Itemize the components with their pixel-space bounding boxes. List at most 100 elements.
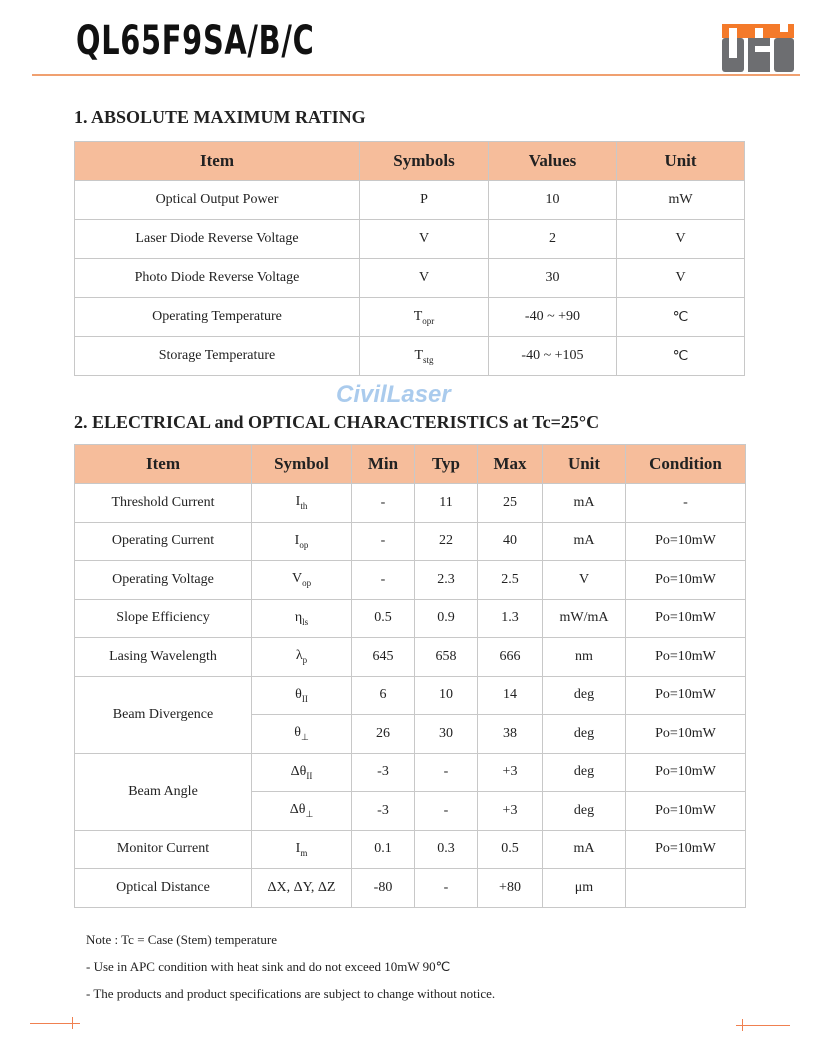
unit-cell: deg bbox=[542, 752, 626, 792]
item-cell: Slope Efficiency bbox=[74, 598, 252, 638]
typ-cell: 0.3 bbox=[414, 829, 478, 869]
watermark: CivilLaser bbox=[336, 381, 451, 408]
cond-cell bbox=[625, 868, 746, 908]
symbol-subscript: opr bbox=[422, 315, 435, 326]
electro-optical-table: Item Symbol Min Typ Max Unit Condition Threshol… bbox=[74, 444, 746, 908]
max-cell: +3 bbox=[477, 791, 543, 831]
symbol-cell: Topr bbox=[359, 297, 489, 337]
min-cell: - bbox=[351, 521, 415, 561]
item-cell: Operating Current bbox=[74, 521, 252, 561]
column-header: Item bbox=[74, 444, 252, 484]
column-header: Values bbox=[488, 141, 617, 181]
table-row: Slope Efficiency ηls 0.5 0.9 1.3 mW/mA Po=10mW bbox=[74, 598, 746, 638]
cond-cell: Po=10mW bbox=[625, 560, 746, 600]
value-cell: 2 bbox=[488, 219, 617, 259]
unit-cell: mA bbox=[542, 521, 626, 561]
min-cell: - bbox=[351, 560, 415, 600]
unit-cell: deg bbox=[542, 714, 626, 754]
table-row: Storage Temperature Tstg -40 ~ +105 ℃ bbox=[74, 336, 745, 376]
symbol-subscript: p bbox=[302, 655, 308, 666]
table-row: Operating Current Iop -22 40 mA Po=10mW bbox=[74, 521, 746, 561]
unit-cell: nm bbox=[542, 637, 626, 677]
value-cell: -40 ~ +105 bbox=[488, 336, 617, 376]
max-cell: 40 bbox=[477, 521, 543, 561]
table-header-row: Item Symbols Values Unit bbox=[74, 141, 745, 181]
header-divider bbox=[32, 74, 800, 76]
symbol-cell: Im bbox=[251, 829, 352, 869]
note-line: - Use in APC condition with heat sink an… bbox=[86, 959, 451, 974]
absolute-max-rating-table: Item Symbols Values Unit Optical Output Powe… bbox=[74, 141, 745, 376]
cond-cell: Po=10mW bbox=[625, 675, 746, 715]
unit-cell: ℃ bbox=[616, 336, 745, 376]
min-cell: 26 bbox=[351, 714, 415, 754]
item-cell: Threshold Current bbox=[74, 483, 252, 523]
table-row: Laser Diode Reverse Voltage V 2 V bbox=[74, 219, 745, 259]
max-cell: 25 bbox=[477, 483, 543, 523]
item-cell: Operating Voltage bbox=[74, 560, 252, 600]
footer-mark bbox=[736, 1025, 790, 1026]
table-row: Operating Temperature Topr -40 ~ +90 ℃ bbox=[74, 297, 745, 337]
unit-cell: ℃ bbox=[616, 297, 745, 337]
typ-cell: 0.9 bbox=[414, 598, 478, 638]
symbol-subscript: stg bbox=[423, 354, 434, 365]
cond-cell: Po=10mW bbox=[625, 637, 746, 677]
symbol-subscript: op bbox=[299, 539, 309, 550]
min-cell: -80 bbox=[351, 868, 415, 908]
typ-cell: 30 bbox=[414, 714, 478, 754]
qsi-logo bbox=[722, 24, 794, 72]
symbol-cell: V bbox=[359, 219, 489, 259]
max-cell: +3 bbox=[477, 752, 543, 792]
max-cell: 14 bbox=[477, 675, 543, 715]
table-row: Beam Divergence θII 6 10 14 deg Po=10mW bbox=[74, 675, 746, 754]
min-cell: 6 bbox=[351, 675, 415, 715]
symbol-subscript: ⊥ bbox=[300, 731, 309, 742]
symbol-cell: Ith bbox=[251, 483, 352, 523]
symbol-cell: θ⊥ bbox=[251, 714, 352, 754]
value-cell: 30 bbox=[488, 258, 617, 298]
item-cell: Operating Temperature bbox=[74, 297, 360, 337]
symbol-cell: ηls bbox=[251, 598, 352, 638]
unit-cell: V bbox=[616, 258, 745, 298]
min-cell: -3 bbox=[351, 752, 415, 792]
symbol-subscript: ⊥ bbox=[305, 808, 314, 819]
symbol-cell: ΔX, ΔY, ΔZ bbox=[251, 868, 352, 908]
column-header: Unit bbox=[616, 141, 745, 181]
item-cell: Optical Distance bbox=[74, 868, 252, 908]
table-row: Δθ⊥ -3- +3 deg Po=10mW bbox=[75, 791, 746, 831]
item-cell: Monitor Current bbox=[74, 829, 252, 869]
item-cell: Photo Diode Reverse Voltage bbox=[74, 258, 360, 298]
item-cell: Laser Diode Reverse Voltage bbox=[74, 219, 360, 259]
typ-cell: 10 bbox=[414, 675, 478, 715]
column-header: Condition bbox=[625, 444, 746, 484]
symbol-cell: Tstg bbox=[359, 336, 489, 376]
column-header: Typ bbox=[414, 444, 478, 484]
cond-cell: Po=10mW bbox=[625, 752, 746, 792]
table-row: θ⊥ 26 30 38 deg Po=10mW bbox=[75, 714, 746, 754]
item-cell: Lasing Wavelength bbox=[74, 637, 252, 677]
max-cell: 2.5 bbox=[477, 560, 543, 600]
unit-cell: deg bbox=[542, 675, 626, 715]
column-header: Symbols bbox=[359, 141, 489, 181]
symbol-subscript: th bbox=[300, 501, 308, 512]
section2-heading: 2. ELECTRICAL and OPTICAL CHARACTERISTIC… bbox=[74, 412, 600, 432]
cond-cell: - bbox=[625, 483, 746, 523]
typ-cell: 22 bbox=[414, 521, 478, 561]
cond-cell: Po=10mW bbox=[625, 598, 746, 638]
table-row: Optical Distance ΔX, ΔY, ΔZ -80- +80 μm bbox=[74, 868, 746, 908]
typ-cell: 2.3 bbox=[414, 560, 478, 600]
footer-mark bbox=[30, 1023, 80, 1024]
typ-cell: 658 bbox=[414, 637, 478, 677]
typ-cell: - bbox=[414, 868, 478, 908]
column-header: Unit bbox=[542, 444, 626, 484]
symbol-cell: Iop bbox=[251, 521, 352, 561]
unit-cell: μm bbox=[542, 868, 626, 908]
column-header: Symbol bbox=[251, 444, 352, 484]
section1-heading: 1. ABSOLUTE MAXIMUM RATING bbox=[74, 107, 366, 127]
unit-cell: mA bbox=[542, 483, 626, 523]
typ-cell: - bbox=[414, 752, 478, 792]
min-cell: 0.5 bbox=[351, 598, 415, 638]
item-cell: Beam Angle bbox=[74, 752, 252, 831]
symbol-cell: Δθ⊥ bbox=[251, 791, 352, 831]
table-header-row: Item Symbol Min Typ Max Unit Condition bbox=[74, 444, 746, 484]
